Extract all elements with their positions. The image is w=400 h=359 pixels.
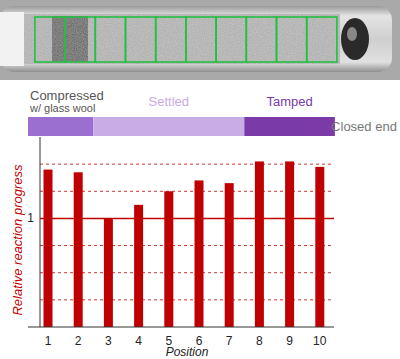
x-axis	[28, 327, 334, 328]
x-tick-label: 8	[256, 334, 263, 348]
bars	[44, 161, 325, 327]
x-tick-label: 10	[313, 334, 327, 348]
tube-open-end	[0, 12, 24, 66]
roi-box	[35, 17, 65, 62]
y-axis-label: Relative reaction progress	[10, 164, 25, 316]
region-label: Compressed	[30, 88, 104, 103]
figure: Compressedw/ glass wool Settled Tamped Clos…	[0, 0, 400, 359]
bar	[134, 205, 143, 327]
x-tick-label: 7	[226, 334, 233, 348]
x-tick-label: 9	[286, 334, 293, 348]
x-tick-label: 2	[75, 334, 82, 348]
bar	[255, 161, 264, 327]
bar	[164, 191, 173, 327]
tube	[0, 6, 392, 72]
roi-box	[156, 17, 186, 62]
region-label: w/ glass wool	[29, 102, 95, 114]
y-axis	[40, 137, 41, 327]
roi-box	[65, 17, 95, 62]
packed-bed	[22, 14, 340, 64]
bubble	[341, 18, 369, 60]
region-label: Tamped	[266, 94, 312, 109]
bar	[315, 167, 324, 327]
region-band	[244, 117, 335, 136]
bar	[225, 183, 234, 327]
roi-box	[186, 17, 216, 62]
bar	[44, 170, 53, 327]
bubble-highlight	[347, 27, 357, 41]
x-axis-label: Position	[166, 345, 209, 359]
y-tick-label: 1	[27, 211, 34, 225]
roi-box	[246, 17, 276, 62]
annotation: Closed end	[331, 119, 397, 134]
roi-box	[216, 17, 246, 62]
bar	[74, 172, 83, 327]
region-band	[93, 117, 244, 136]
roi-box	[126, 17, 156, 62]
bar	[104, 218, 113, 327]
bar	[285, 161, 294, 327]
glass-wool	[52, 16, 88, 62]
region-band	[28, 117, 93, 136]
photo	[0, 0, 400, 80]
x-tick-label: 3	[105, 334, 112, 348]
region-label: Settled	[149, 94, 189, 109]
roi-box	[307, 17, 337, 62]
x-tick-label: 1	[45, 334, 52, 348]
roi-box	[277, 17, 307, 62]
bar	[195, 180, 204, 327]
roi-box	[95, 17, 125, 62]
x-tick-label: 4	[135, 334, 142, 348]
photo-background	[0, 0, 400, 80]
